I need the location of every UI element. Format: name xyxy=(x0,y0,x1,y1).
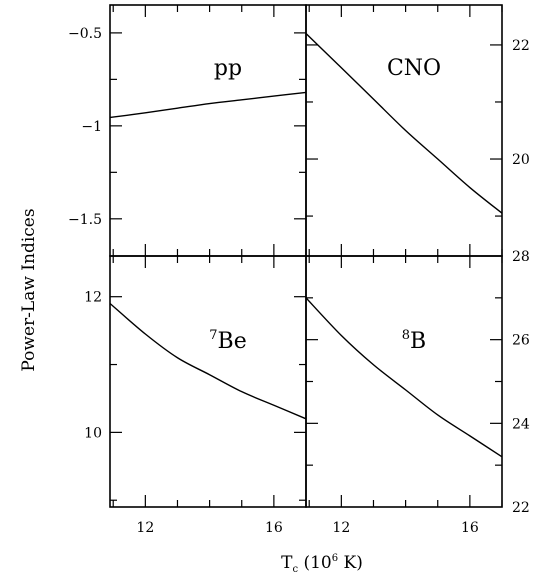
panel-be7-ytick-label-1: 10 xyxy=(84,425,102,441)
panel-cno-ytick-label-1: 20 xyxy=(512,152,530,168)
panel-b8-ytick-label-0: 28 xyxy=(512,249,530,265)
panel-be7-frame xyxy=(109,255,307,508)
panel-pp-label: pp xyxy=(214,56,242,81)
panel-b8: 28 26 24 22 12 16 8B xyxy=(305,249,530,536)
panel-cno-ytick-label-0: 22 xyxy=(512,38,530,54)
x-axis-title: Tc (106 K) xyxy=(281,553,363,575)
panel-pp-ytick-label-1: −1 xyxy=(81,119,102,135)
panel-b8-ytick-label-2: 24 xyxy=(512,416,530,432)
panel-b8-xtick-label-0: 12 xyxy=(332,520,350,536)
panel-b8-label-sup: 8 xyxy=(402,328,410,343)
panel-b8-ytick-label-1: 26 xyxy=(512,333,530,349)
panels-group: −0.5 −1 −1.5 pp 22 20 CNO 12 10 12 16 7Be 28 26 24 22 12… xyxy=(68,4,530,536)
panel-cno: 22 20 CNO xyxy=(305,4,530,257)
panel-cno-curve xyxy=(306,33,502,214)
panel-b8-curve xyxy=(306,297,502,458)
panel-b8-xtick-label-1: 16 xyxy=(461,520,479,536)
panel-b8-ytick-label-3: 22 xyxy=(512,500,530,516)
panel-be7-label-sup: 7 xyxy=(209,328,217,343)
panel-cno-label: CNO xyxy=(387,56,441,81)
x-axis-title-main: T xyxy=(281,553,293,573)
panel-pp-curve xyxy=(110,91,306,119)
panel-pp: −0.5 −1 −1.5 pp xyxy=(68,4,307,257)
panel-cno-frame xyxy=(305,4,503,257)
x-axis-title-exp: 6 xyxy=(332,553,338,564)
panel-be7-curve xyxy=(110,302,306,420)
panel-pp-ytick-label-0: −0.5 xyxy=(68,26,102,42)
panel-be7-label-main: Be xyxy=(218,329,247,354)
panel-b8-frame xyxy=(305,255,503,508)
x-axis-title-sub: c xyxy=(292,564,298,575)
panel-be7: 12 10 12 16 7Be xyxy=(84,255,307,536)
panel-be7-xtick-label-0: 12 xyxy=(136,520,154,536)
panel-b8-label: 8B xyxy=(402,328,426,354)
y-axis-title: Power-Law Indices xyxy=(19,208,39,371)
panel-pp-frame xyxy=(109,4,307,257)
panel-b8-label-main: B xyxy=(410,329,426,354)
panel-pp-ytick-label-2: −1.5 xyxy=(68,212,102,228)
x-axis-title-unit: K) xyxy=(338,553,363,573)
panel-be7-xtick-label-1: 16 xyxy=(265,520,283,536)
panel-be7-label: 7Be xyxy=(209,328,246,354)
x-axis-title-paren: (10 xyxy=(298,553,332,573)
panel-be7-ytick-label-0: 12 xyxy=(84,290,102,306)
